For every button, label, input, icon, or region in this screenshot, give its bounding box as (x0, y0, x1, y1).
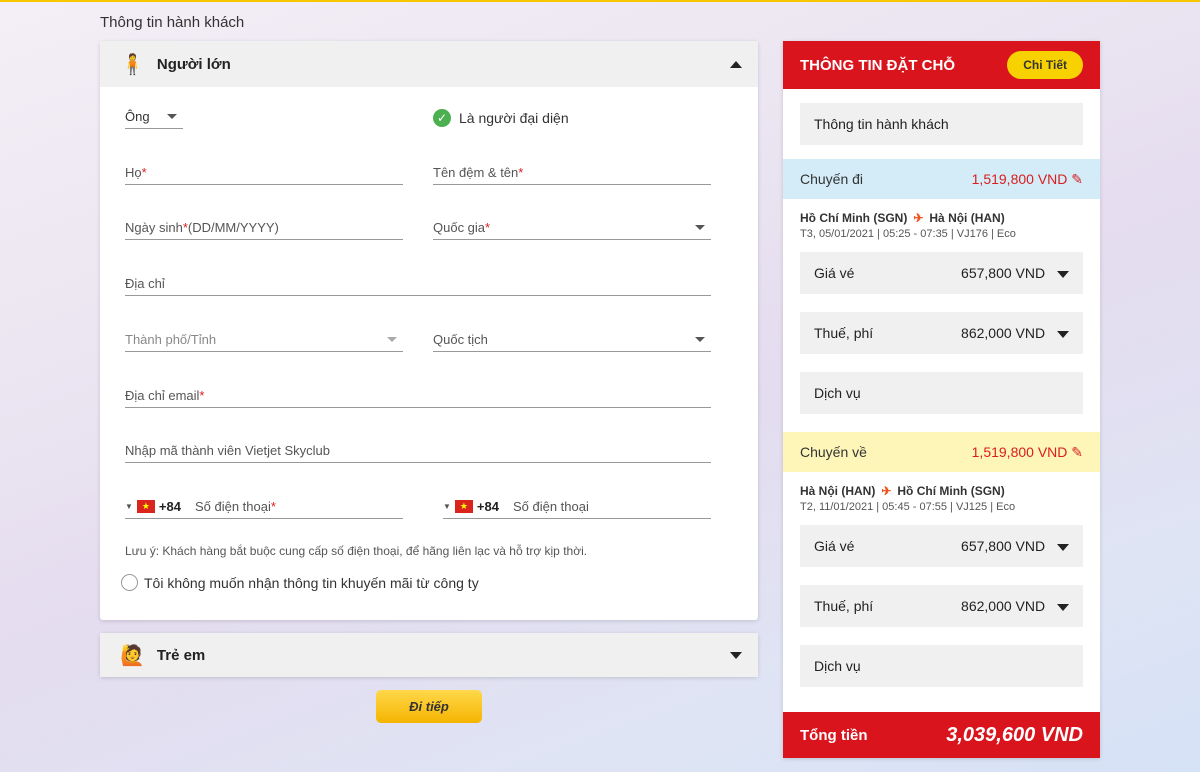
adult-panel: 🧍 Người lớn Ông ✓ Là người đại diện Họ * … (100, 41, 758, 620)
title-select[interactable]: Ông (125, 105, 183, 129)
total-bar: Tổng tiền 3,039,600 VND (783, 712, 1100, 758)
summary-title: THÔNG TIN ĐẶT CHỖ (800, 56, 955, 74)
vn-flag-icon: ★ (136, 500, 155, 513)
expand-caret-icon[interactable] (730, 651, 742, 659)
representative-check[interactable]: ✓ Là người đại diện (433, 109, 569, 127)
phone2-input[interactable]: ▼ ★ +84 Số điện thoại (443, 495, 711, 519)
child-icon: 🙋 (120, 644, 145, 667)
last-name-input[interactable]: Họ * (125, 161, 403, 185)
city-select[interactable]: Thành phố/Tỉnh (125, 328, 403, 352)
plane-icon: ✈ (881, 484, 892, 498)
member-code-input[interactable]: Nhập mã thành viên Vietjet Skyclub (125, 439, 711, 463)
inbound-bar: Chuyến về 1,519,800 VND ✎ (783, 432, 1100, 472)
inbound-tax[interactable]: Thuế, phí 862,000 VND (800, 585, 1083, 627)
adult-person-icon: 🧍 (120, 53, 145, 76)
detail-button[interactable]: Chi Tiết (1007, 51, 1083, 79)
country-select[interactable]: Quốc gia * (433, 216, 711, 240)
edit-icon[interactable]: ✎ (1071, 443, 1083, 460)
top-accent (0, 0, 1200, 2)
phone-note: Lưu ý: Khách hàng bắt buộc cung cấp số đ… (125, 544, 588, 558)
passenger-info-box[interactable]: Thông tin hành khách (800, 103, 1083, 145)
check-circle-icon: ✓ (433, 109, 451, 127)
dob-input[interactable]: Ngày sinh * (DD/MM/YYYY) (125, 216, 403, 240)
first-name-input[interactable]: Tên đệm & tên * (433, 161, 711, 185)
outbound-service[interactable]: Dịch vụ (800, 372, 1083, 414)
phone-input[interactable]: ▼ ★ +84 Số điện thoại * (125, 495, 403, 519)
plane-icon: ✈ (913, 211, 924, 225)
inbound-service[interactable]: Dịch vụ (800, 645, 1083, 687)
adult-panel-header[interactable]: 🧍 Người lớn (100, 41, 758, 87)
no-promo-radio[interactable]: Tôi không muốn nhận thông tin khuyến mãi… (121, 574, 479, 591)
outbound-fare[interactable]: Giá vé 657,800 VND (800, 252, 1083, 294)
email-input[interactable]: Địa chỉ email * (125, 384, 711, 408)
collapse-caret-icon[interactable] (730, 60, 742, 68)
inbound-fare[interactable]: Giá vé 657,800 VND (800, 525, 1083, 567)
outbound-bar: Chuyến đi 1,519,800 VND ✎ (783, 159, 1100, 199)
vn-flag-icon: ★ (454, 500, 473, 513)
child-panel[interactable]: 🙋 Trẻ em (100, 633, 758, 677)
adult-title: Người lớn (156, 55, 231, 73)
section-title: Thông tin hành khách (100, 14, 245, 31)
outbound-tax[interactable]: Thuế, phí 862,000 VND (800, 312, 1083, 354)
booking-summary: THÔNG TIN ĐẶT CHỖ Chi Tiết Thông tin hành… (783, 41, 1100, 758)
radio-icon (121, 574, 138, 591)
nationality-select[interactable]: Quốc tịch (433, 328, 711, 352)
edit-icon[interactable]: ✎ (1071, 170, 1083, 187)
next-button[interactable]: Đi tiếp (376, 690, 482, 723)
address-input[interactable]: Địa chỉ (125, 272, 711, 296)
